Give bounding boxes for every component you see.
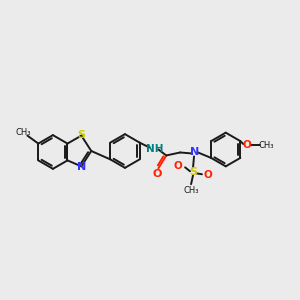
- Text: O: O: [153, 169, 162, 179]
- Text: CH₃: CH₃: [16, 128, 31, 137]
- Text: O: O: [243, 140, 252, 150]
- Text: N: N: [190, 148, 200, 158]
- Text: O: O: [203, 170, 212, 180]
- Text: N: N: [77, 162, 86, 172]
- Text: O: O: [174, 161, 183, 171]
- Text: S: S: [77, 130, 86, 140]
- Text: CH₃: CH₃: [258, 140, 274, 149]
- Text: S: S: [189, 167, 197, 177]
- Text: CH₃: CH₃: [183, 186, 199, 195]
- Text: NH: NH: [146, 143, 163, 154]
